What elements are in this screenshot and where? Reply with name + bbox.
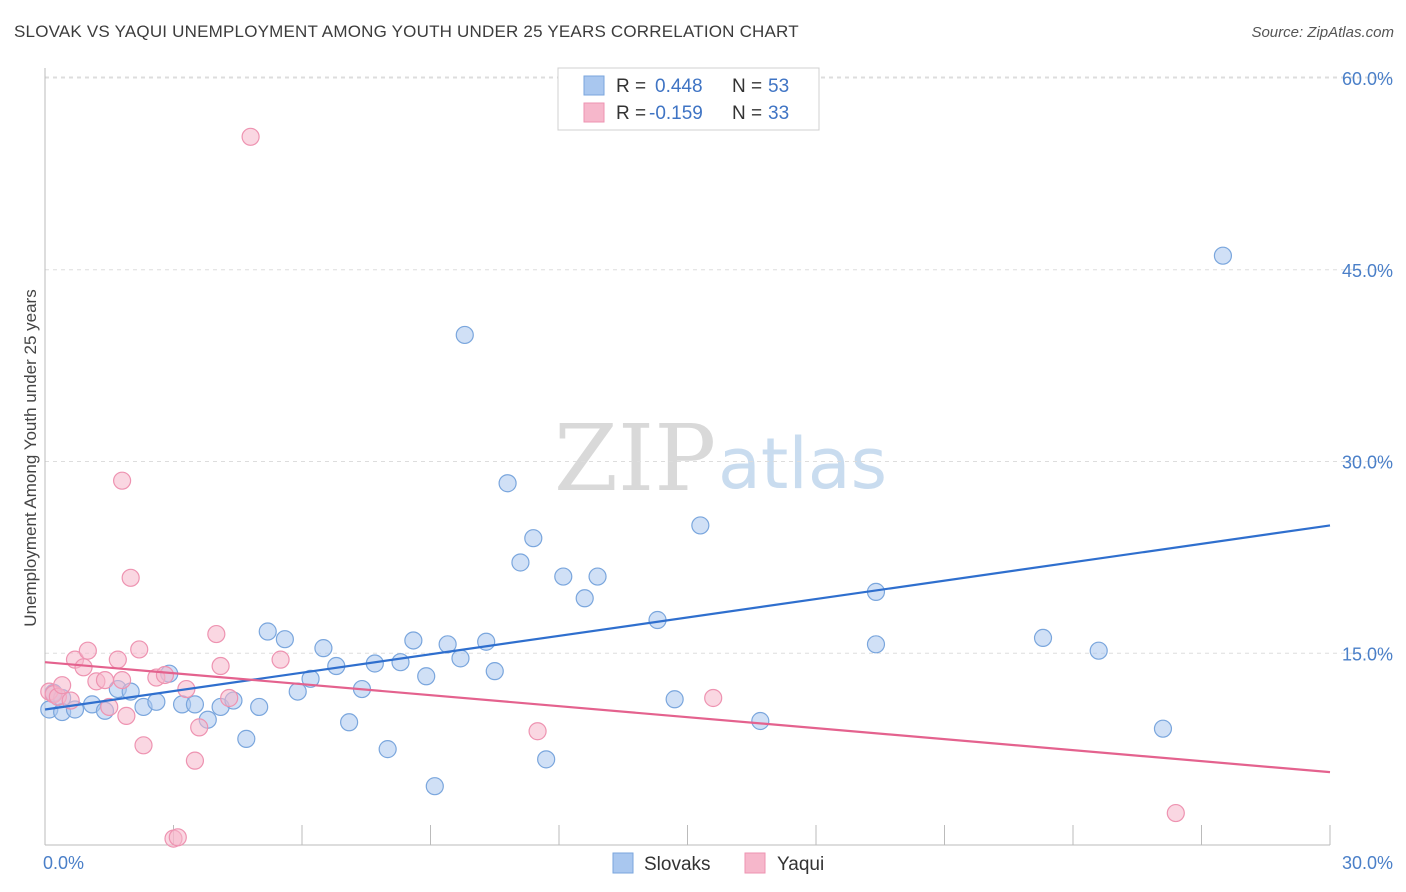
point-slovaks-54 [1213,246,1233,265]
point-yaqui-29 [271,650,290,669]
legend-n-label-slovaks: N = [732,76,762,97]
legend-swatch-slovaks [583,75,605,96]
point-yaqui-25 [207,624,226,644]
point-yaqui-3 [53,676,72,695]
legend-n-value-slovaks: 53 [768,76,789,97]
trend-line-slovaks [44,524,1331,711]
legend-r-value-yaqui: -0.159 [649,103,703,124]
point-yaqui-7 [78,641,97,660]
point-slovaks-38 [498,474,517,493]
point-yaqui-11 [108,650,127,669]
point-yaqui-30 [528,722,547,741]
point-slovaks-37 [485,662,504,681]
point-yaqui-13 [117,706,136,725]
legend-r-label-slovaks: R = [616,76,646,97]
y-tick-label-2: 45.0% [1342,261,1393,281]
point-slovaks-17 [237,729,256,748]
point-slovaks-39 [511,553,530,572]
point-slovaks-10 [147,692,166,711]
y-tick-label-3: 60.0% [1342,69,1393,89]
legend-r-label-yaqui: R = [616,103,646,124]
point-slovaks-13 [185,695,205,714]
point-yaqui-12 [112,670,132,690]
correlation-legend: R = 0.448 N = 53 R = -0.159 N = 33 [557,67,820,131]
data-points [40,127,1233,848]
point-slovaks-19 [258,622,277,641]
series-swatch-yaqui [744,852,766,874]
trend-line-yaqui [44,661,1331,774]
series-label-yaqui: Yaqui [777,854,824,875]
point-slovaks-35 [455,325,474,345]
point-slovaks-46 [665,690,684,709]
y-axis-label: Unemployment Among Youth under 25 years [21,289,40,626]
point-yaqui-23 [185,751,205,770]
point-yaqui-32 [1166,803,1185,823]
series-swatch-slovaks [612,852,634,874]
point-slovaks-34 [451,649,470,668]
series-legend: Slovaks Yaqui [612,852,824,875]
chart-title: SLOVAK VS YAQUI UNEMPLOYMENT AMONG YOUTH… [14,22,799,41]
point-slovaks-52 [1089,641,1108,660]
y-tick-label-1: 30.0% [1342,453,1393,473]
x-tick-label-0: 0.0% [43,853,84,873]
point-yaqui-16 [130,640,149,659]
watermark-atlas: atlas [718,423,887,505]
legend-n-label-yaqui: N = [732,103,762,124]
y-tick-label-0: 15.0% [1342,644,1393,664]
legend-n-value-yaqui: 33 [768,103,789,124]
point-yaqui-17 [134,736,153,755]
point-slovaks-28 [378,740,397,759]
point-yaqui-6 [74,658,93,677]
point-yaqui-24 [190,718,209,737]
point-slovaks-42 [554,567,573,586]
point-slovaks-20 [275,630,294,649]
legend-r-value-slovaks: 0.448 [655,76,703,97]
point-yaqui-14 [121,568,140,587]
point-slovaks-29 [391,653,410,672]
point-yaqui-31 [704,688,723,708]
source-attribution: Source: ZipAtlas.com [1251,24,1394,41]
point-slovaks-41 [537,750,556,769]
point-slovaks-48 [751,711,770,731]
point-yaqui-15 [112,471,132,490]
point-slovaks-22 [301,669,320,688]
point-slovaks-43 [575,589,594,608]
point-slovaks-23 [314,639,333,658]
point-slovaks-44 [588,567,607,586]
point-slovaks-25 [340,713,359,732]
watermark-zip: ZIP [554,405,716,512]
point-yaqui-28 [241,127,260,146]
point-yaqui-19 [155,665,175,685]
point-slovaks-31 [417,667,436,686]
point-yaqui-10 [100,697,119,717]
point-yaqui-27 [220,688,239,708]
x-tick-label-1: 30.0% [1342,853,1393,873]
x-tick-labels: 0.0% 30.0% [43,853,1393,873]
point-yaqui-26 [211,656,230,676]
point-slovaks-32 [425,777,444,796]
series-label-slovaks: Slovaks [644,854,711,875]
point-slovaks-30 [404,631,423,650]
point-slovaks-40 [524,529,543,548]
point-slovaks-47 [691,516,710,535]
point-slovaks-51 [1033,628,1053,648]
point-slovaks-21 [288,682,307,701]
trend-lines [44,524,1331,774]
point-slovaks-50 [866,635,886,654]
point-yaqui-9 [95,670,115,690]
point-yaqui-21 [168,828,187,847]
point-slovaks-18 [250,697,269,717]
y-tick-labels: 15.0% 30.0% 45.0% 60.0% [1342,69,1393,664]
gridlines [45,76,1392,654]
legend-swatch-yaqui [583,102,605,123]
point-slovaks-53 [1153,719,1173,738]
